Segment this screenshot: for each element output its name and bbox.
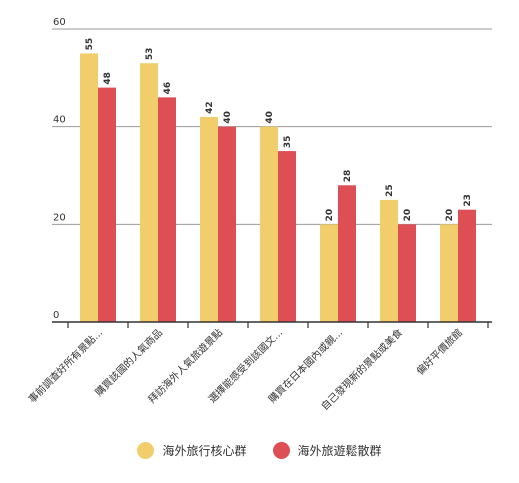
- bar: [158, 97, 176, 322]
- y-tick-label: 20: [53, 212, 66, 223]
- bar: [380, 199, 398, 322]
- data-label: 42: [205, 101, 215, 114]
- data-label: 55: [85, 38, 95, 51]
- data-label: 40: [265, 111, 275, 124]
- data-label: 20: [403, 209, 413, 222]
- y-tick-label: 40: [53, 115, 66, 126]
- data-label: 25: [385, 184, 395, 197]
- y-tick-label: 0: [53, 310, 59, 321]
- data-label: 23: [463, 194, 473, 207]
- bar: [320, 224, 338, 322]
- legend-label-core: 海外旅行核心群: [162, 443, 247, 458]
- bar: [398, 224, 416, 322]
- data-label: 48: [103, 72, 113, 85]
- legend-item-loose: 海外旅遊鬆散群: [272, 441, 382, 459]
- bar: [200, 116, 218, 323]
- data-label: 40: [223, 111, 233, 124]
- bar: [80, 53, 98, 323]
- legend-item-core: 海外旅行核心群: [137, 441, 247, 459]
- legend-swatch-core: [137, 441, 155, 459]
- bar: [98, 87, 116, 322]
- bar: [260, 126, 278, 323]
- data-label: 35: [283, 136, 293, 149]
- y-tick-label: 60: [53, 17, 66, 28]
- data-label: 20: [445, 209, 455, 222]
- legend: 海外旅行核心群 海外旅遊鬆散群: [0, 438, 519, 462]
- data-label: 53: [145, 48, 155, 61]
- x-tick-label: 事前調查好所有景點...: [26, 326, 106, 406]
- bar: [458, 209, 476, 322]
- x-tick-label: 偏好平價旅館: [414, 326, 466, 378]
- bar: [140, 63, 158, 322]
- bar: [338, 185, 356, 322]
- x-axis: [52, 321, 492, 328]
- data-label: 28: [343, 170, 353, 183]
- data-label: 20: [325, 209, 335, 222]
- bars: [80, 53, 476, 323]
- legend-swatch-loose: [272, 441, 290, 459]
- bar: [440, 224, 458, 322]
- legend-label-loose: 海外旅遊鬆散群: [297, 443, 382, 458]
- bar: [218, 126, 236, 323]
- data-label: 46: [163, 82, 173, 95]
- bar: [278, 151, 296, 322]
